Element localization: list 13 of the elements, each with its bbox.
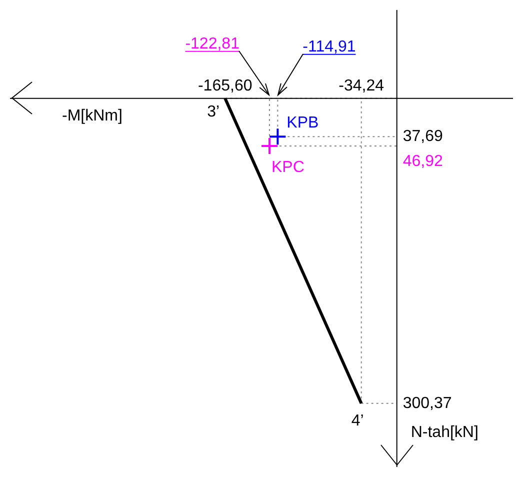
annotation: 3’ xyxy=(207,103,220,120)
annotation: 46,92 xyxy=(402,153,443,170)
x-axis-title: -M[kNm] xyxy=(62,107,122,124)
annotation: -114,91 xyxy=(302,38,356,56)
series-label: KPC xyxy=(271,159,304,176)
series-label: KPB xyxy=(286,114,319,132)
x-tick-label: -34,24 xyxy=(338,77,384,94)
y-tick-label: 37,69 xyxy=(402,128,443,146)
annotation: -122,81 xyxy=(185,35,240,52)
y-tick-label: 300,37 xyxy=(402,394,452,412)
y-axis-title: N-tah[kN] xyxy=(410,424,478,441)
x-tick-label: -165,60 xyxy=(198,77,252,94)
annotation: 4’ xyxy=(351,412,364,430)
